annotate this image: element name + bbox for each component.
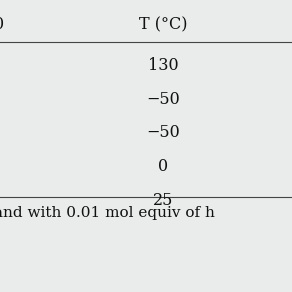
Text: −50: −50 bbox=[147, 91, 180, 108]
Text: and with 0.01 mol equiv of h: and with 0.01 mol equiv of h bbox=[0, 206, 215, 220]
Text: −50: −50 bbox=[147, 124, 180, 141]
Text: 0: 0 bbox=[159, 158, 168, 175]
Text: 130: 130 bbox=[148, 57, 179, 74]
Text: 0: 0 bbox=[0, 16, 4, 33]
Text: T (°C): T (°C) bbox=[139, 16, 188, 33]
Text: 25: 25 bbox=[153, 192, 174, 208]
